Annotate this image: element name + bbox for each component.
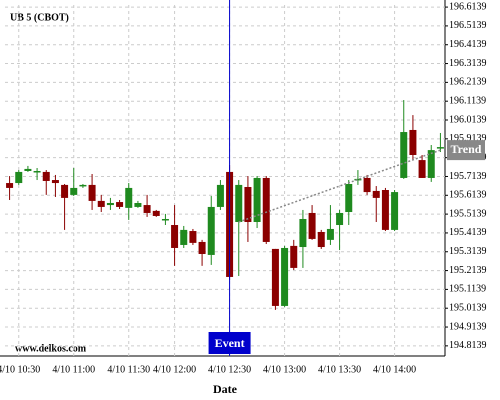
candle-body <box>88 184 96 201</box>
candle-body <box>161 218 169 221</box>
candle-body <box>152 210 160 216</box>
candle-body <box>33 170 41 173</box>
candle-body <box>180 229 188 245</box>
x-tick-label: 4/10 12:00 <box>153 364 196 375</box>
candle-body <box>51 180 59 184</box>
candle-body <box>207 206 215 255</box>
candle-body <box>61 184 69 198</box>
candle-body <box>262 177 270 242</box>
candle-body <box>409 129 417 155</box>
candle-body <box>235 184 243 222</box>
trend-label-box <box>447 140 485 161</box>
candle-body <box>308 212 316 239</box>
candle-body <box>290 245 298 268</box>
candle-body <box>42 171 50 181</box>
x-tick-label: 4/10 13:30 <box>318 364 361 375</box>
candle-body <box>216 184 224 207</box>
candle-body <box>336 212 344 226</box>
candle-body <box>171 225 179 248</box>
y-tick-label: 195.4139 <box>449 227 487 238</box>
candle-body <box>79 184 87 187</box>
candle-body <box>354 178 362 181</box>
y-tick-label: 195.9139 <box>449 133 487 144</box>
candle-body <box>418 160 426 178</box>
candle-body <box>253 177 261 222</box>
y-tick-label: 194.8139 <box>449 340 487 351</box>
candle-body <box>116 202 124 207</box>
y-tick-label: 194.9139 <box>449 321 487 332</box>
x-tick-label: 4/10 14:00 <box>373 364 416 375</box>
candle-body <box>189 231 197 243</box>
candle-body <box>372 190 380 198</box>
y-tick-label: 196.6139 <box>449 1 487 12</box>
x-tick-label: 4/10 12:30 <box>208 364 251 375</box>
candle-body <box>97 200 105 207</box>
y-tick-label: 195.3139 <box>449 246 487 257</box>
event-label: Event <box>215 336 245 350</box>
x-tick-label: 4/10 11:00 <box>52 364 95 375</box>
candle-body <box>143 205 151 213</box>
candle-body <box>6 183 14 188</box>
y-tick-label: 195.2139 <box>449 265 487 276</box>
candle-body <box>198 241 206 254</box>
candle-body <box>345 183 353 213</box>
event-label-box <box>208 332 251 354</box>
x-tick-label: 4/10 10:30 <box>0 364 40 375</box>
y-tick-label: 195.1139 <box>449 284 486 295</box>
candle-body <box>15 171 23 184</box>
candle-body <box>106 202 114 206</box>
candle-body <box>427 150 435 178</box>
candle-body <box>317 231 325 248</box>
x-tick-label: 4/10 13:00 <box>263 364 306 375</box>
x-axis-title: Date <box>213 382 238 396</box>
candle-body <box>381 190 389 230</box>
candle-body <box>436 147 444 149</box>
candle-body <box>281 247 289 306</box>
y-tick-label: 196.3139 <box>449 58 487 69</box>
candle-body <box>134 202 142 207</box>
y-tick-label: 195.7139 <box>449 171 487 182</box>
watermark: www.delkos.com <box>15 343 87 354</box>
candle-body <box>363 177 371 193</box>
y-tick-label: 196.4139 <box>449 39 487 50</box>
candle-body <box>400 132 408 178</box>
candle-body <box>70 187 78 195</box>
y-tick-label: 195.5139 <box>449 208 487 219</box>
plot-area <box>5 5 445 356</box>
trend-label: Trend <box>451 142 482 156</box>
candle-body <box>326 228 334 240</box>
candle-body <box>299 218 307 248</box>
y-tick-label: 195.6139 <box>449 190 487 201</box>
y-tick-label: 196.0139 <box>449 114 487 125</box>
y-tick-label: 196.2139 <box>449 77 487 88</box>
candle-body <box>125 187 133 208</box>
y-tick-label: 195.0139 <box>449 303 487 314</box>
y-tick-label: 196.5139 <box>449 20 487 31</box>
y-tick-label: 196.1139 <box>449 95 486 106</box>
candle-body <box>24 168 32 171</box>
candle-body <box>271 248 279 306</box>
candle-body <box>244 186 252 222</box>
candle-body <box>391 192 399 230</box>
x-tick-label: 4/10 11:30 <box>107 364 150 375</box>
chart-title: UB 5 (CBOT) <box>10 12 69 23</box>
